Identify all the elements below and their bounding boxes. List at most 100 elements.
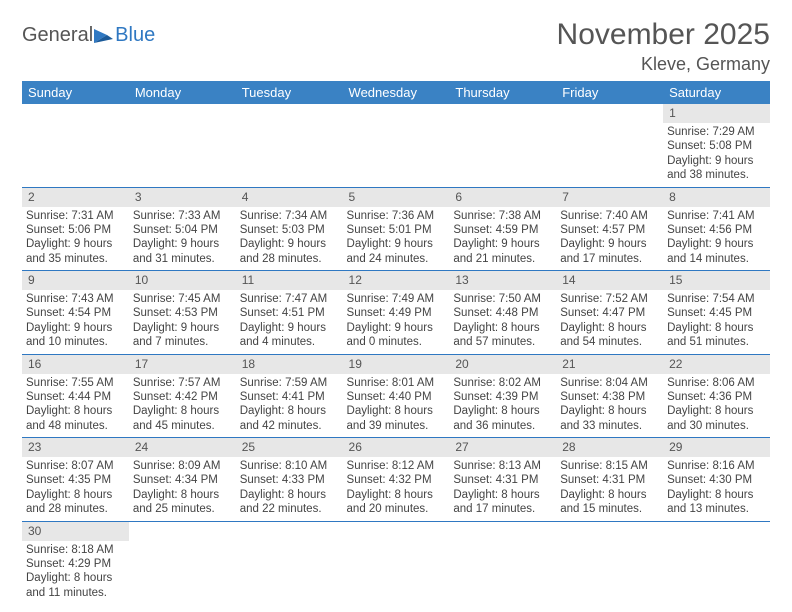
day-cell: Sunrise: 7:43 AMSunset: 4:54 PMDaylight:… <box>22 290 129 354</box>
day-number-cell: 5 <box>343 187 450 207</box>
day-cell: Sunrise: 7:33 AMSunset: 5:04 PMDaylight:… <box>129 207 236 271</box>
day-cell: Sunrise: 7:38 AMSunset: 4:59 PMDaylight:… <box>449 207 556 271</box>
daynum-row: 2345678 <box>22 187 770 207</box>
day-info-line: and 22 minutes. <box>240 502 339 516</box>
day-number-cell: 19 <box>343 354 450 374</box>
day-info-line: Sunset: 5:04 PM <box>133 223 232 237</box>
day-cell: Sunrise: 8:02 AMSunset: 4:39 PMDaylight:… <box>449 374 556 438</box>
day-cell: Sunrise: 7:57 AMSunset: 4:42 PMDaylight:… <box>129 374 236 438</box>
day-info-line: Daylight: 9 hours <box>453 237 552 251</box>
day-cell: Sunrise: 8:01 AMSunset: 4:40 PMDaylight:… <box>343 374 450 438</box>
day-info-line: and 10 minutes. <box>26 335 125 349</box>
day-info-line: and 17 minutes. <box>453 502 552 516</box>
day-info-line: Sunset: 5:08 PM <box>667 139 766 153</box>
day-info-line: and 39 minutes. <box>347 419 446 433</box>
day-info-line: Daylight: 8 hours <box>453 321 552 335</box>
day-info-line: and 57 minutes. <box>453 335 552 349</box>
day-number-cell: 8 <box>663 187 770 207</box>
col-header-thursday: Thursday <box>449 81 556 104</box>
day-cell: Sunrise: 8:12 AMSunset: 4:32 PMDaylight:… <box>343 457 450 521</box>
day-info-line: Sunrise: 7:33 AM <box>133 209 232 223</box>
daynum-row: 9101112131415 <box>22 271 770 291</box>
col-header-friday: Friday <box>556 81 663 104</box>
day-number-cell: 4 <box>236 187 343 207</box>
day-info-line: and 33 minutes. <box>560 419 659 433</box>
day-info-line: Sunrise: 8:06 AM <box>667 376 766 390</box>
week-row: Sunrise: 8:07 AMSunset: 4:35 PM Daylight:… <box>22 457 770 521</box>
day-info-line: and 17 minutes. <box>560 252 659 266</box>
flag-icon <box>93 27 115 45</box>
day-cell: Sunrise: 7:34 AMSunset: 5:03 PMDaylight:… <box>236 207 343 271</box>
day-number-cell: 22 <box>663 354 770 374</box>
day-number-cell: 18 <box>236 354 343 374</box>
day-info-line: Sunrise: 7:45 AM <box>133 292 232 306</box>
day-info-line: Daylight: 9 hours <box>347 237 446 251</box>
day-info-line: Daylight: 8 hours <box>133 404 232 418</box>
day-number-cell: 1 <box>663 104 770 123</box>
day-info-line: and 25 minutes. <box>133 502 232 516</box>
day-info-line: Daylight: 8 hours <box>347 404 446 418</box>
day-info-line: and 0 minutes. <box>347 335 446 349</box>
day-info-line: and 30 minutes. <box>667 419 766 433</box>
day-info-line: Sunset: 4:36 PM <box>667 390 766 404</box>
day-cell: Sunrise: 7:52 AMSunset: 4:47 PMDaylight:… <box>556 290 663 354</box>
day-info-line: and 13 minutes. <box>667 502 766 516</box>
day-info-line: and 42 minutes. <box>240 419 339 433</box>
day-info-line: Daylight: 8 hours <box>667 404 766 418</box>
day-info-line: and 36 minutes. <box>453 419 552 433</box>
day-info-line: Daylight: 9 hours <box>26 321 125 335</box>
day-info-line: Daylight: 8 hours <box>133 488 232 502</box>
day-cell: Sunrise: 8:10 AMSunset: 4:33 PMDaylight:… <box>236 457 343 521</box>
day-info-line: Sunrise: 7:43 AM <box>26 292 125 306</box>
day-cell: Sunrise: 8:13 AMSunset: 4:31 PMDaylight:… <box>449 457 556 521</box>
day-info-line: Daylight: 8 hours <box>26 404 125 418</box>
day-number-cell: 17 <box>129 354 236 374</box>
day-number-cell <box>236 104 343 123</box>
day-cell: Sunrise: 8:15 AMSunset: 4:31 PMDaylight:… <box>556 457 663 521</box>
day-info-line: Sunset: 5:01 PM <box>347 223 446 237</box>
day-number-cell: 3 <box>129 187 236 207</box>
day-info-line: Sunrise: 7:31 AM <box>26 209 125 223</box>
day-cell <box>343 123 450 187</box>
day-info-line: and 48 minutes. <box>26 419 125 433</box>
week-row: Sunrise: 7:31 AMSunset: 5:06 PMDaylight:… <box>22 207 770 271</box>
daynum-row: 1 <box>22 104 770 123</box>
day-info-line: Sunset: 4:32 PM <box>347 473 446 487</box>
week-row: Sunrise: 7:55 AMSunset: 4:44 PMDaylight:… <box>22 374 770 438</box>
day-info-line: Daylight: 8 hours <box>240 488 339 502</box>
day-number-cell: 10 <box>129 271 236 291</box>
day-number-cell <box>343 521 450 541</box>
day-info-line: Sunrise: 7:36 AM <box>347 209 446 223</box>
day-info-line: Sunrise: 7:57 AM <box>133 376 232 390</box>
day-info-line: and 28 minutes. <box>26 502 125 516</box>
day-info-line: Sunrise: 7:34 AM <box>240 209 339 223</box>
day-info-line: Sunrise: 7:29 AM <box>667 125 766 139</box>
day-info-line: and 24 minutes. <box>347 252 446 266</box>
day-info-line: Daylight: 8 hours <box>667 488 766 502</box>
day-number-cell: 23 <box>22 438 129 458</box>
day-number-cell <box>129 104 236 123</box>
day-cell <box>343 541 450 605</box>
day-cell: Sunrise: 7:55 AMSunset: 4:44 PMDaylight:… <box>22 374 129 438</box>
day-info-line: Sunset: 4:35 PM <box>26 473 125 487</box>
day-info-line: Daylight: 8 hours <box>453 488 552 502</box>
day-info-line: Sunrise: 8:07 AM <box>26 459 125 473</box>
day-number-cell <box>343 104 450 123</box>
logo: General Blue <box>22 24 155 47</box>
col-header-tuesday: Tuesday <box>236 81 343 104</box>
day-cell: Sunrise: 7:36 AMSunset: 5:01 PMDaylight:… <box>343 207 450 271</box>
day-info-line: Sunrise: 7:47 AM <box>240 292 339 306</box>
day-cell <box>22 123 129 187</box>
day-info-line: Sunset: 4:54 PM <box>26 306 125 320</box>
day-info-line: and 54 minutes. <box>560 335 659 349</box>
day-cell: Sunrise: 7:45 AMSunset: 4:53 PMDaylight:… <box>129 290 236 354</box>
day-cell <box>236 123 343 187</box>
day-cell <box>556 541 663 605</box>
day-cell: Sunrise: 7:54 AMSunset: 4:45 PMDaylight:… <box>663 290 770 354</box>
day-number-cell: 24 <box>129 438 236 458</box>
day-info-line: and 11 minutes. <box>26 586 125 600</box>
day-number-cell: 16 <box>22 354 129 374</box>
day-cell <box>556 123 663 187</box>
day-info-line: Daylight: 9 hours <box>667 154 766 168</box>
day-info-line: Sunset: 4:42 PM <box>133 390 232 404</box>
